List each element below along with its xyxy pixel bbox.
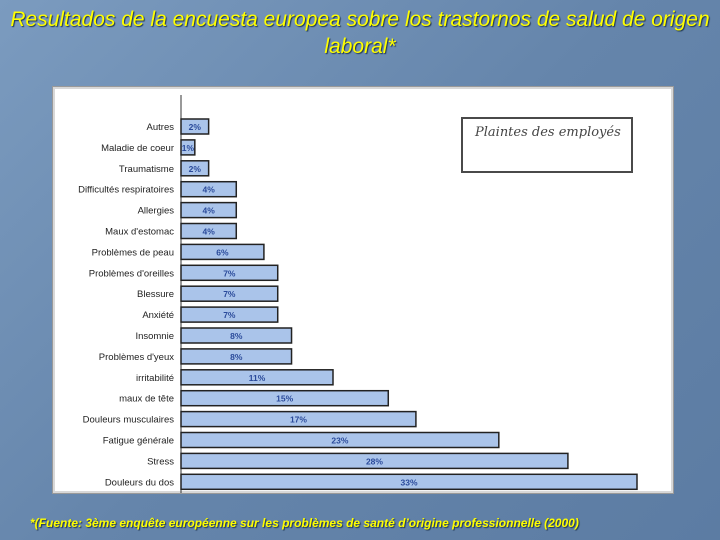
bar	[180, 327, 293, 344]
bar	[180, 452, 569, 470]
legend-title: Plaintes des employés	[475, 125, 621, 140]
bar	[180, 285, 279, 302]
value-label: 2%	[189, 122, 202, 132]
bar	[180, 369, 334, 386]
value-label: 17%	[290, 415, 307, 425]
category-label: Traumatisme	[119, 164, 174, 175]
value-label: 7%	[223, 310, 236, 320]
bar	[180, 348, 293, 365]
value-label: 8%	[230, 331, 243, 341]
bar	[180, 180, 238, 198]
source-footnote: *(Fuente: 3ème enquête européenne sur le…	[30, 516, 579, 530]
value-label: 2%	[189, 164, 202, 174]
value-label: 33%	[400, 477, 417, 487]
bar	[180, 410, 417, 428]
bar	[180, 160, 210, 177]
category-label: Fatigue générale	[103, 436, 174, 447]
value-label: 11%	[249, 373, 266, 383]
bar	[180, 264, 279, 282]
value-label: 1%	[182, 143, 195, 153]
category-label: Maux d'estomac	[105, 227, 174, 238]
bar	[180, 473, 638, 491]
value-label: 4%	[202, 227, 215, 237]
category-label: irritabilité	[136, 373, 174, 384]
bar	[180, 139, 196, 156]
category-label: Maladie de coeur	[101, 143, 174, 154]
category-label: Autres	[147, 122, 175, 133]
value-label: 6%	[216, 247, 229, 257]
category-label: Difficultés respiratoires	[78, 185, 174, 196]
chart-panel: Autres 2% Maladie de coeur 1% Traumatisme 2% D…	[52, 86, 674, 494]
value-label: 28%	[366, 456, 383, 466]
chart-legend: Plaintes des employés	[461, 117, 633, 173]
bar	[180, 389, 390, 407]
slide-title: Resultados de la encuesta europea sobre …	[10, 8, 710, 58]
value-label: 15%	[276, 394, 293, 404]
value-label: 4%	[202, 185, 215, 195]
bar	[180, 222, 238, 240]
bar	[180, 201, 238, 219]
category-label: maux de tête	[119, 394, 174, 405]
bar	[180, 431, 500, 449]
category-label: Stress	[147, 456, 174, 467]
category-label: Insomnie	[135, 331, 174, 342]
bar	[180, 306, 279, 323]
category-label: Allergies	[138, 206, 175, 217]
value-label: 4%	[202, 206, 215, 216]
category-label: Douleurs du dos	[105, 477, 174, 488]
category-label: Douleurs musculaires	[83, 415, 175, 426]
category-label: Problèmes d'yeux	[99, 352, 174, 363]
category-label: Anxiété	[142, 310, 174, 321]
bar-chart: Autres 2% Maladie de coeur 1% Traumatisme 2% D…	[78, 95, 638, 493]
value-label: 23%	[331, 436, 348, 446]
value-label: 7%	[223, 289, 236, 299]
bar	[180, 118, 210, 135]
value-label: 7%	[223, 268, 236, 278]
value-label: 8%	[230, 352, 243, 362]
category-label: Blessure	[137, 289, 174, 300]
bar	[180, 243, 265, 261]
category-label: Problèmes d'oreilles	[89, 268, 174, 279]
category-label: Problèmes de peau	[92, 247, 174, 258]
